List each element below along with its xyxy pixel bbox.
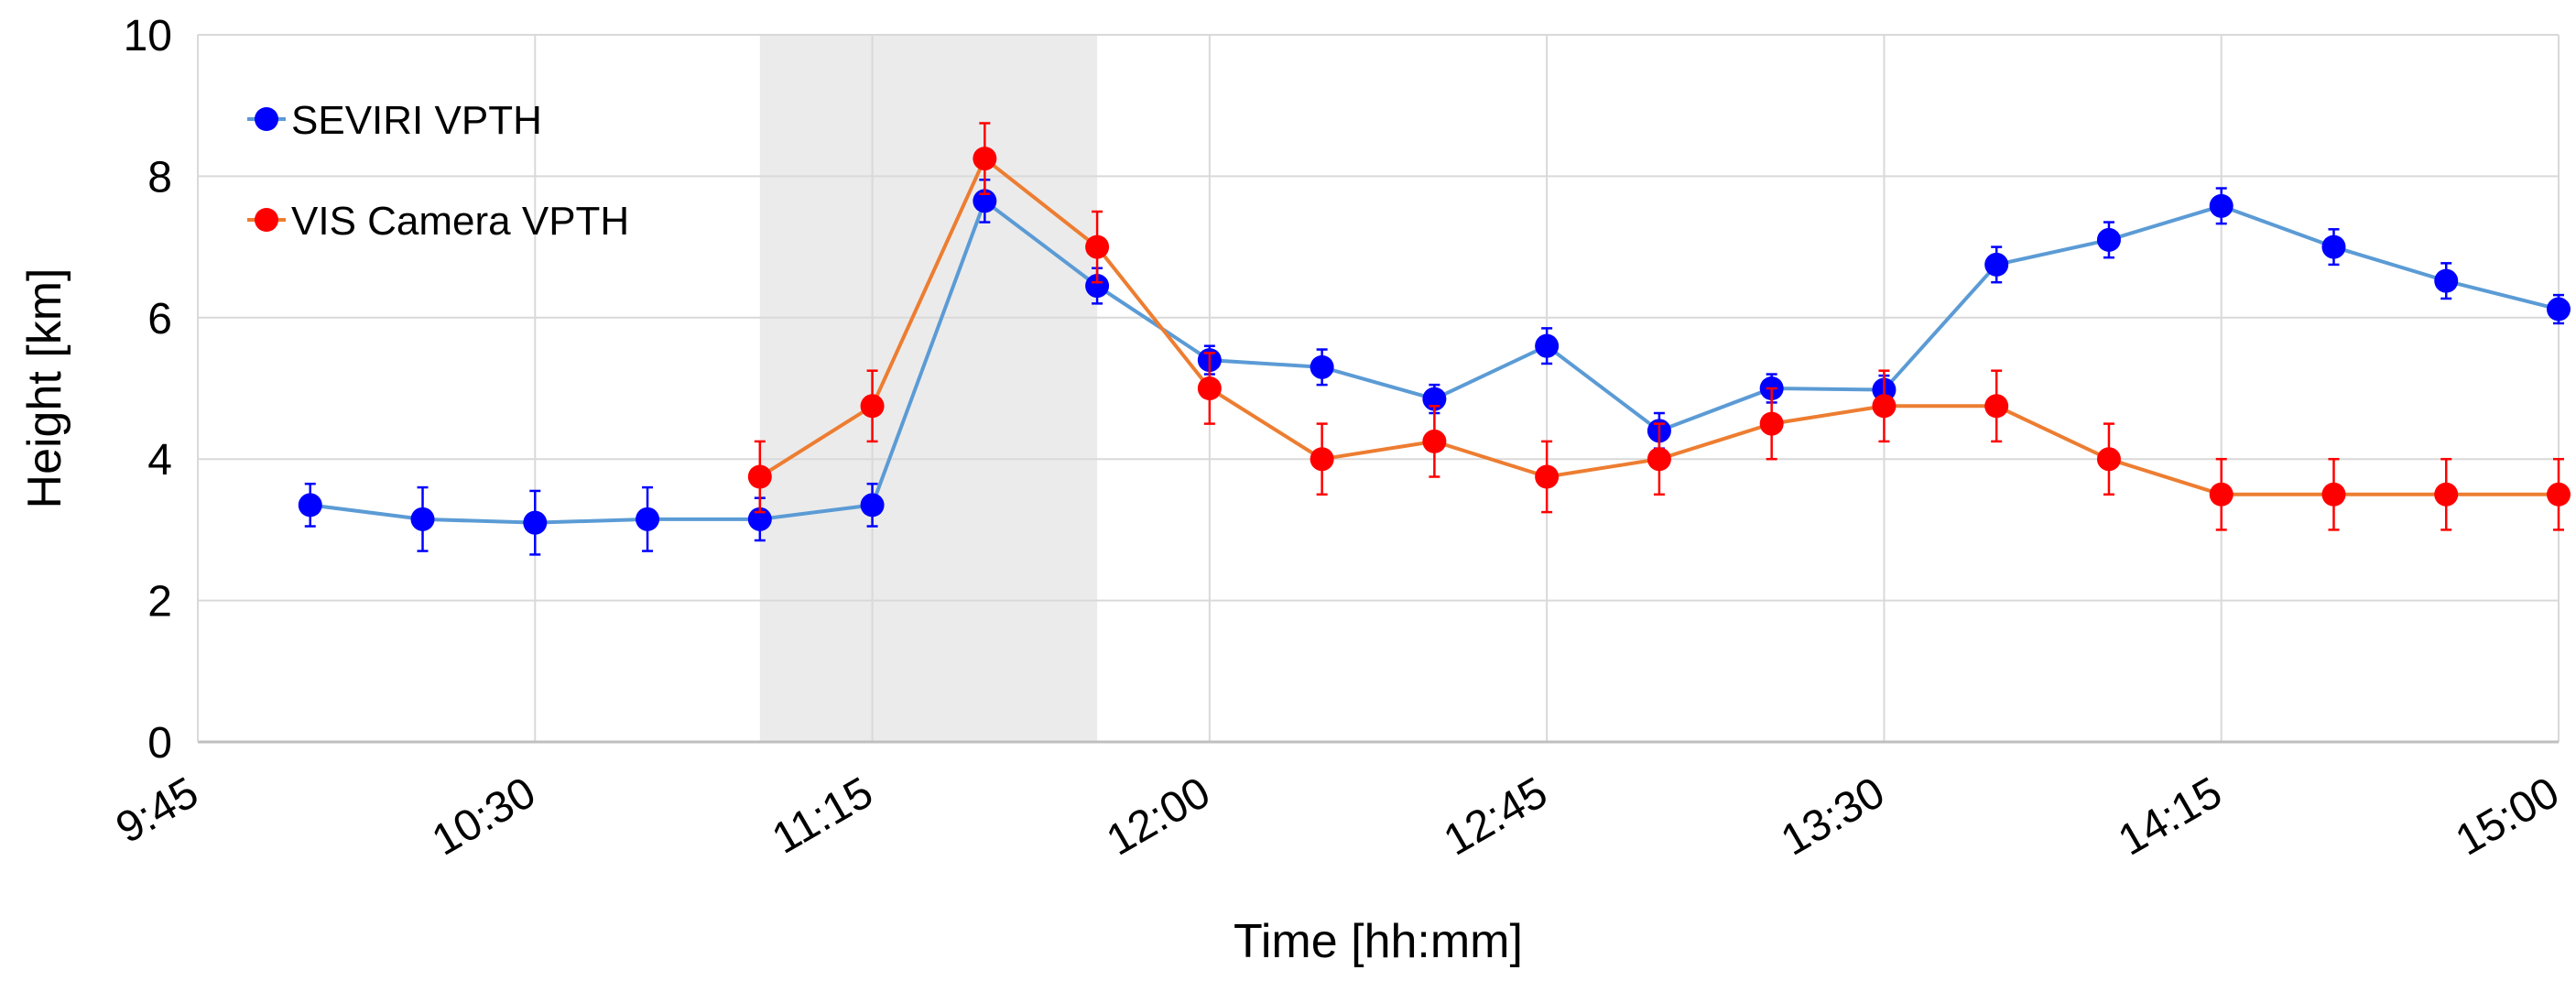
data-point (636, 507, 660, 531)
x-tick-label: 12:00 (1099, 768, 1219, 866)
data-point (2096, 447, 2121, 472)
data-point (1085, 274, 1110, 299)
legend-marker (255, 208, 278, 232)
x-tick-label: 13:30 (1773, 768, 1893, 866)
legend-label: VIS Camera VPTH (291, 199, 629, 244)
x-tick-label: 15:00 (2448, 768, 2568, 866)
data-point (410, 507, 435, 531)
y-tick-label: 10 (124, 12, 172, 60)
data-point (2547, 482, 2571, 507)
plot-area (198, 35, 2559, 742)
x-tick-label: 14:15 (2111, 768, 2231, 866)
y-axis-label: Height [km] (18, 268, 71, 509)
data-point (2209, 482, 2234, 507)
y-tick-label: 4 (147, 436, 172, 485)
data-point (1984, 252, 2009, 277)
data-point (2096, 227, 2121, 252)
y-tick-label: 8 (147, 153, 172, 202)
x-tick-label: 11:15 (765, 768, 881, 864)
data-point (1310, 354, 1334, 379)
data-point (1984, 394, 2009, 419)
x-tick-label: 10:30 (424, 768, 544, 866)
shaded-interval (759, 35, 1098, 742)
data-point (860, 493, 885, 518)
data-point (2209, 193, 2234, 218)
grid (197, 34, 2560, 743)
data-point (523, 510, 548, 535)
y-tick-label: 6 (147, 295, 172, 343)
data-point (1197, 376, 1222, 400)
data-point (2434, 268, 2459, 293)
data-point (747, 507, 772, 531)
series-1 (747, 122, 2571, 531)
data-point (1759, 411, 1784, 436)
data-point (298, 493, 322, 518)
data-point (1310, 447, 1334, 472)
data-point (2547, 297, 2571, 322)
series-layer (298, 122, 2571, 556)
x-axis-label: Time [hh:mm] (1234, 915, 1523, 968)
data-point (2434, 482, 2459, 507)
y-tick-label: 0 (147, 719, 172, 768)
data-point (1422, 429, 1447, 453)
data-point (2321, 482, 2346, 507)
data-point (860, 394, 885, 419)
series-0 (298, 179, 2571, 556)
data-point (973, 147, 997, 171)
y-tick-label: 2 (147, 578, 172, 627)
data-point (1085, 234, 1110, 259)
data-point (1535, 464, 1560, 489)
shaded-interval-layer (759, 35, 1098, 742)
x-tick-label: 9:45 (108, 768, 206, 854)
legend: SEVIRI VPTH VIS Camera VPTH (247, 98, 629, 244)
data-point (1872, 394, 1897, 419)
data-point (1422, 387, 1447, 411)
data-point (747, 464, 772, 489)
data-point (1535, 333, 1560, 358)
data-point (973, 189, 997, 213)
data-point (1647, 447, 1671, 472)
legend-marker (255, 107, 278, 131)
legend-label: SEVIRI VPTH (291, 98, 542, 143)
data-point (2321, 234, 2346, 259)
x-tick-label: 12:45 (1436, 768, 1556, 866)
